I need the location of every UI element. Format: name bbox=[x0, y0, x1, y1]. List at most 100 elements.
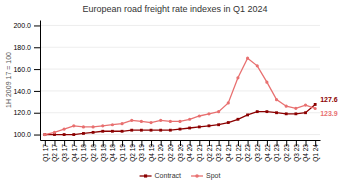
marker bbox=[53, 131, 56, 134]
marker bbox=[159, 129, 162, 132]
tick-label: Q1 19 bbox=[119, 144, 127, 162]
tick: 100.0 bbox=[13, 131, 40, 138]
tick-label: 140.0 bbox=[13, 88, 31, 95]
grid-line bbox=[40, 25, 320, 26]
annotation: 123.9 bbox=[320, 110, 338, 117]
tick-label: Q2 20 bbox=[167, 144, 175, 162]
line bbox=[45, 104, 315, 134]
tick: Q3 21 bbox=[215, 140, 223, 162]
tick-label: Q1 23 bbox=[273, 144, 281, 162]
tick: Q2 20 bbox=[167, 140, 175, 162]
axis-title: 1H 2009 17 = 100 bbox=[5, 52, 12, 108]
marker bbox=[169, 120, 172, 123]
grid-line bbox=[40, 69, 320, 70]
tick-label: 160.0 bbox=[13, 66, 31, 73]
marker bbox=[188, 118, 191, 121]
tick-mark bbox=[34, 47, 40, 48]
marker bbox=[198, 125, 201, 128]
marker bbox=[111, 123, 114, 126]
marker bbox=[82, 125, 85, 128]
chart: European road freight rate indexes in Q1… bbox=[0, 0, 350, 182]
tick: Q1 22 bbox=[235, 140, 243, 162]
markers bbox=[43, 103, 316, 136]
tick: Q4 19 bbox=[148, 140, 156, 162]
tick-mark bbox=[34, 113, 40, 114]
tick: 200.0 bbox=[13, 22, 40, 29]
tick-label: Q2 23 bbox=[283, 144, 291, 162]
marker bbox=[256, 64, 259, 67]
tick-label: Q4 20 bbox=[186, 144, 194, 162]
marker bbox=[236, 76, 239, 79]
legend-item: Contract bbox=[140, 172, 182, 179]
tick-label: Q1 21 bbox=[196, 144, 204, 162]
tick-label: Q3 21 bbox=[215, 144, 223, 162]
grid bbox=[40, 25, 320, 134]
tick: Q1 18 bbox=[80, 140, 88, 162]
marker bbox=[285, 105, 288, 108]
annotation: 127.6 bbox=[320, 96, 338, 103]
marker bbox=[227, 101, 230, 104]
marker bbox=[101, 124, 104, 127]
tick: 180.0 bbox=[13, 44, 40, 51]
tick-label: Q4 17 bbox=[71, 144, 79, 162]
grid-line bbox=[40, 90, 320, 91]
axis-line bbox=[40, 21, 41, 141]
tick: Q3 23 bbox=[293, 140, 301, 162]
tick-label: Q1 17 bbox=[42, 144, 50, 162]
title: European road freight rate indexes in Q1… bbox=[82, 4, 267, 14]
legend-swatch bbox=[140, 175, 152, 176]
tick-label: Q4 21 bbox=[225, 144, 233, 162]
marker bbox=[304, 103, 307, 106]
tick-label: Q3 23 bbox=[293, 144, 301, 162]
tick: Q2 17 bbox=[51, 140, 59, 162]
marker bbox=[150, 129, 153, 132]
tick-label: Q4 19 bbox=[148, 144, 156, 162]
tick-label: 120.0 bbox=[13, 109, 31, 116]
tick: Q1 17 bbox=[42, 140, 50, 162]
marker bbox=[159, 119, 162, 122]
tick: Q3 19 bbox=[138, 140, 146, 162]
marker bbox=[140, 129, 143, 132]
marker bbox=[43, 133, 46, 136]
tick: Q1 23 bbox=[273, 140, 281, 162]
marker bbox=[120, 122, 123, 125]
tick: Q4 21 bbox=[225, 140, 233, 162]
plot: 100.0 120.0 140.0 160.0 180.0 200.0 Q1 17Q2 17… bbox=[13, 21, 337, 162]
tick-label: Q3 17 bbox=[61, 144, 69, 162]
marker bbox=[130, 119, 133, 122]
tick: Q3 20 bbox=[177, 140, 185, 162]
tick-label: Q4 22 bbox=[264, 144, 272, 162]
tick-label: Q4 18 bbox=[109, 144, 117, 162]
marker bbox=[314, 103, 317, 106]
tick: Q4 20 bbox=[186, 140, 194, 162]
line bbox=[45, 58, 315, 134]
tick-label: 200.0 bbox=[13, 22, 31, 29]
marker bbox=[101, 130, 104, 133]
tick: 160.0 bbox=[13, 66, 40, 73]
markers bbox=[43, 57, 317, 137]
tick-label: 180.0 bbox=[13, 44, 31, 51]
tick-mark bbox=[34, 91, 40, 92]
tick: Q1 21 bbox=[196, 140, 204, 162]
marker bbox=[285, 112, 288, 115]
marker bbox=[275, 98, 278, 101]
marker bbox=[265, 110, 268, 113]
marker bbox=[169, 129, 172, 132]
marker bbox=[207, 112, 210, 115]
tick-label: Q1 18 bbox=[80, 144, 88, 162]
tick: Q4 17 bbox=[71, 140, 79, 162]
tick-label: Q2 22 bbox=[244, 144, 252, 162]
tick-label: Q3 22 bbox=[254, 144, 262, 162]
tick-label: Q1 22 bbox=[235, 144, 243, 162]
marker bbox=[121, 130, 124, 133]
legend-marker bbox=[195, 174, 199, 178]
tick: Q3 17 bbox=[61, 140, 69, 162]
tick: Q4 18 bbox=[109, 140, 117, 162]
tick-label: Q2 21 bbox=[206, 144, 214, 162]
marker bbox=[149, 121, 152, 124]
tick-label: Q3 20 bbox=[177, 144, 185, 162]
tick: Q2 19 bbox=[128, 140, 136, 162]
marks bbox=[43, 57, 317, 137]
tick-label: Q2 17 bbox=[51, 144, 59, 162]
legend-label: Spot bbox=[206, 172, 220, 180]
